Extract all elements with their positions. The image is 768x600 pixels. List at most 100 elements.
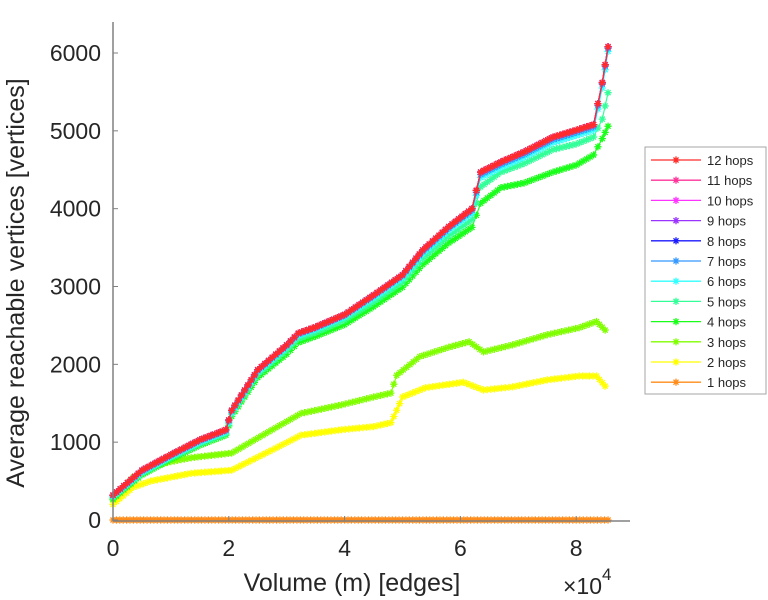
data-point-marker [304, 408, 312, 416]
data-point-marker [344, 308, 352, 316]
series-7-hops [109, 44, 612, 500]
data-point-marker [487, 191, 495, 200]
data-point-marker [234, 463, 243, 471]
data-point-marker [565, 142, 574, 150]
series-12-hops [109, 43, 612, 499]
data-point-marker [538, 172, 546, 180]
data-point-marker [604, 122, 612, 130]
data-point-marker [351, 314, 360, 322]
data-point-marker [497, 158, 505, 166]
data-point-marker [493, 160, 502, 168]
legend-box [644, 146, 767, 395]
data-point-marker [519, 381, 527, 389]
data-point-marker [222, 426, 230, 434]
data-point-marker [533, 378, 541, 386]
data-point-marker [238, 443, 246, 451]
data-point-marker [579, 124, 587, 132]
data-point-marker [534, 173, 543, 182]
data-point-marker [507, 182, 515, 190]
data-point-marker [438, 228, 446, 237]
data-point-marker [517, 161, 525, 169]
data-point-marker [412, 355, 421, 363]
data-point-marker [430, 348, 438, 356]
data-point-marker [248, 456, 256, 464]
data-point-marker [376, 421, 385, 429]
data-point-marker [576, 125, 584, 133]
data-point-marker [445, 232, 453, 240]
data-point-marker [123, 479, 132, 487]
data-point-marker [334, 401, 342, 410]
data-point-marker [432, 234, 440, 242]
data-point-marker [545, 135, 554, 143]
data-point-marker [136, 481, 144, 489]
data-point-marker [472, 211, 480, 219]
data-point-marker [575, 324, 583, 332]
data-point-marker [122, 489, 131, 497]
data-point-marker [178, 445, 186, 453]
data-point-marker [406, 360, 414, 369]
data-point-marker [322, 328, 331, 336]
data-point-marker [319, 329, 327, 337]
data-point-marker [515, 381, 524, 390]
data-point-marker [507, 164, 515, 173]
data-point-marker [218, 427, 226, 435]
data-point-marker [562, 129, 570, 137]
data-point-marker [508, 383, 517, 391]
data-point-marker [540, 332, 548, 340]
data-point-marker [425, 240, 433, 248]
data-point-marker [455, 340, 463, 349]
data-point-marker [373, 422, 381, 430]
data-point-marker [272, 424, 280, 432]
data-point-marker [480, 166, 488, 174]
data-point-marker [435, 247, 443, 255]
data-point-marker [275, 356, 284, 364]
data-point-marker [398, 393, 407, 401]
data-point-marker [312, 332, 320, 340]
data-point-marker [403, 363, 411, 371]
data-point-marker [369, 423, 378, 431]
data-point-marker [583, 123, 591, 131]
data-point-marker [441, 225, 450, 234]
x-tick-label: 4 [338, 535, 351, 561]
data-point-marker [314, 406, 322, 414]
data-point-marker [275, 442, 284, 450]
data-point-marker [552, 132, 560, 140]
legend-label: 8 hops [707, 234, 747, 249]
data-point-marker [556, 131, 564, 139]
data-point-marker [388, 285, 396, 294]
data-point-marker [251, 435, 259, 444]
data-point-marker [419, 351, 428, 359]
data-point-marker [286, 346, 295, 354]
data-point-marker [542, 149, 550, 157]
data-point-marker [435, 240, 443, 248]
data-point-marker [409, 272, 417, 280]
data-point-marker [416, 352, 424, 361]
data-point-marker [231, 447, 239, 455]
data-point-marker [308, 333, 316, 342]
data-point-marker [437, 345, 446, 354]
x-tick-label: 2 [222, 535, 235, 561]
data-point-marker [307, 407, 315, 415]
data-point-marker [272, 444, 280, 452]
data-point-marker [337, 312, 345, 320]
data-point-marker [483, 347, 491, 355]
data-point-marker [483, 386, 491, 394]
data-point-marker [257, 363, 265, 371]
legend-item: 12 hops [651, 153, 754, 168]
data-point-marker [451, 217, 460, 226]
data-point-marker [524, 158, 532, 166]
data-point-marker [265, 448, 273, 456]
legend-label: 3 hops [707, 335, 747, 350]
data-point-marker [369, 303, 378, 311]
data-point-marker [373, 288, 381, 297]
data-point-marker [487, 163, 495, 171]
data-point-marker [141, 464, 150, 472]
y-axis-label: Average reachable vertices [vertices] [2, 78, 30, 487]
data-point-marker [143, 478, 151, 486]
data-point-marker [383, 419, 392, 428]
data-point-marker [592, 372, 601, 380]
data-point-marker [490, 173, 498, 181]
data-point-marker [465, 207, 473, 215]
data-point-marker [510, 152, 518, 160]
data-point-marker [427, 349, 435, 357]
